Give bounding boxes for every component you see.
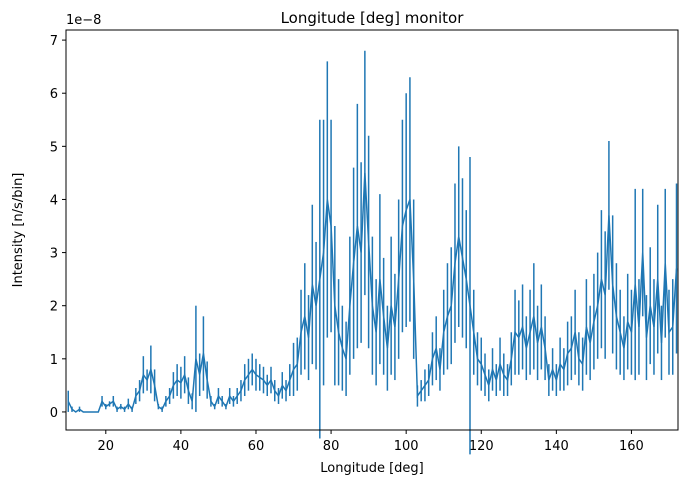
x-tick-label: 120	[469, 439, 494, 454]
x-tick-label: 20	[98, 439, 115, 454]
x-axis-label: Longitude [deg]	[320, 461, 423, 476]
x-tick-label: 160	[619, 439, 644, 454]
y-tick-label: 7	[50, 34, 58, 49]
x-tick-label: 40	[173, 439, 190, 454]
y-tick-label: 3	[50, 247, 58, 262]
y-tick-label: 0	[50, 406, 58, 421]
x-tick-label: 60	[248, 439, 265, 454]
x-tick-label: 100	[394, 439, 419, 454]
chart-title: Longitude [deg] monitor	[281, 9, 465, 27]
y-tick-label: 2	[50, 300, 58, 315]
plot-frame	[65, 29, 679, 431]
offset-label: 1e−8	[66, 13, 101, 28]
y-axis-label: Intensity [n/s/bin]	[11, 173, 26, 288]
y-tick-label: 5	[50, 140, 58, 155]
y-tick-label: 6	[50, 87, 58, 102]
x-tick-label: 140	[544, 439, 569, 454]
y-tick-label: 4	[50, 193, 58, 208]
data-line	[67, 172, 678, 413]
x-tick-label: 80	[323, 439, 340, 454]
y-tick-label: 1	[50, 353, 58, 368]
